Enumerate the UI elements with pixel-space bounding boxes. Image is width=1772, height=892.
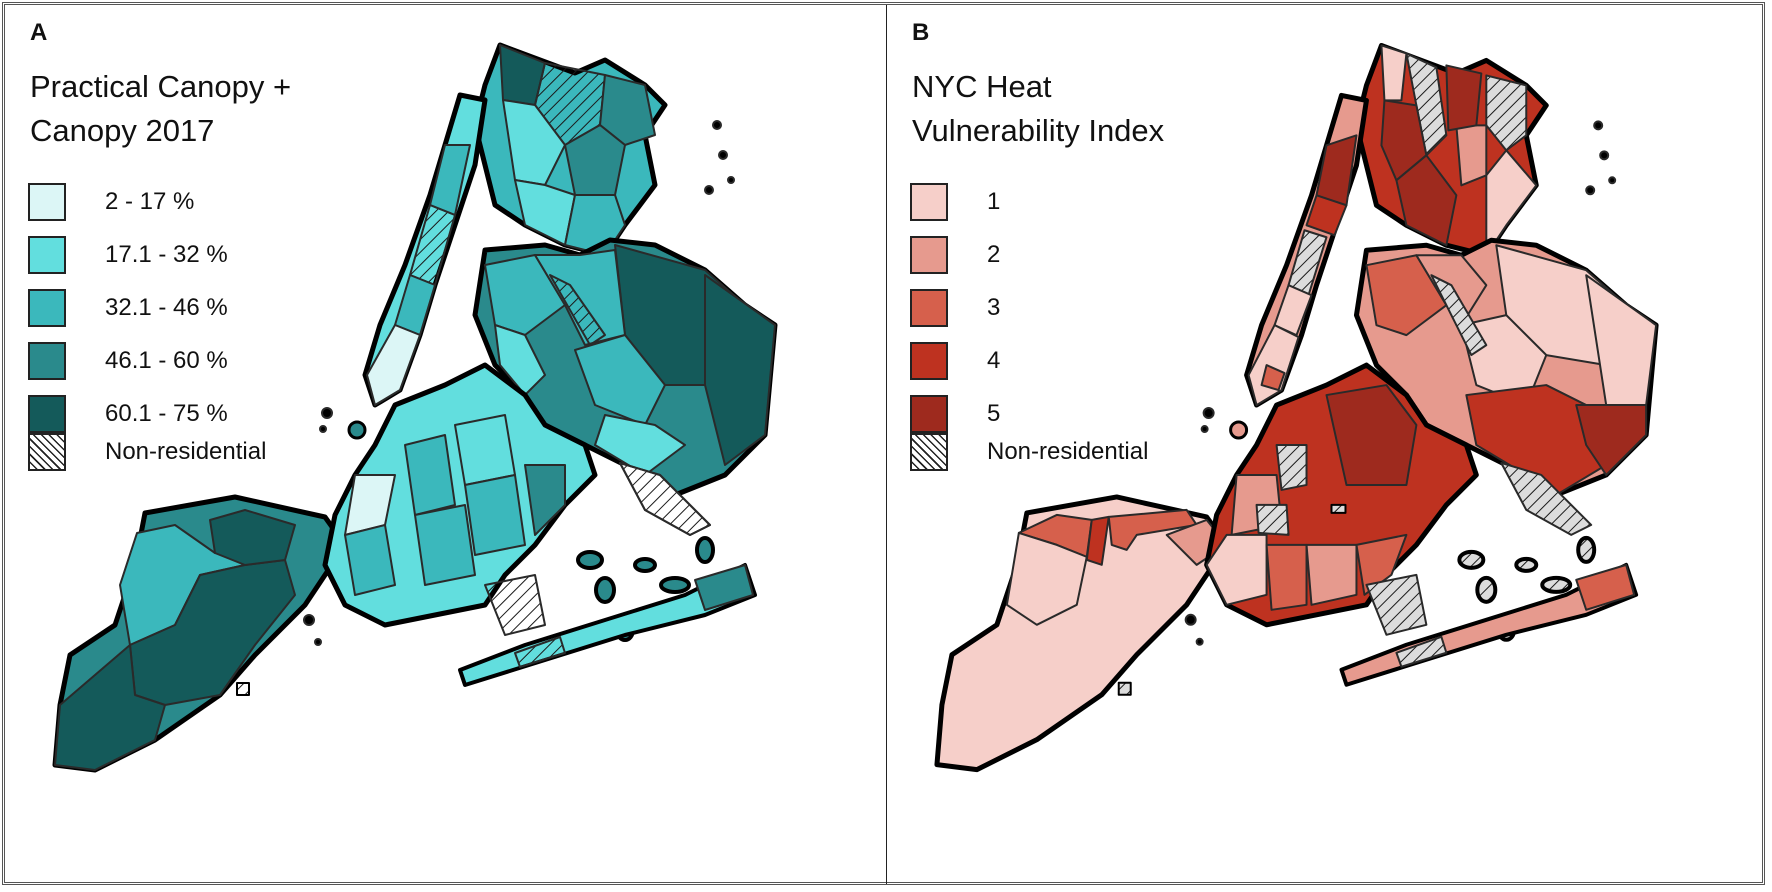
legend-swatch	[910, 289, 948, 327]
legend-label: 60.1 - 75 %	[105, 400, 228, 427]
borough-bronx	[472, 42, 668, 258]
legend-title: NYC Heat Vulnerability Index	[912, 65, 1252, 153]
legend-swatch	[910, 183, 948, 221]
borough-brooklyn	[322, 362, 598, 636]
legend-label: 2	[987, 241, 1001, 268]
panel-label: A	[30, 19, 48, 46]
borough-brooklyn	[1204, 362, 1479, 636]
legend: 1 2 3 4 5	[910, 183, 1000, 448]
legend-swatch	[28, 395, 66, 433]
panel-label: B	[912, 19, 930, 46]
choropleth-map-canopy	[52, 42, 778, 773]
legend-item: 3	[910, 289, 1000, 342]
legend-swatch	[910, 236, 948, 274]
legend-title-line2: Canopy 2017	[30, 113, 215, 148]
legend-label: 46.1 - 60 %	[105, 347, 228, 374]
legend-swatch	[28, 236, 66, 274]
choropleth-map-hvi	[934, 42, 1659, 773]
legend-item-nonresidential: Non-residential	[910, 433, 1148, 471]
hatch-swatch-icon	[28, 433, 66, 471]
borough-queens	[472, 237, 778, 536]
legend-label: 17.1 - 32 %	[105, 241, 228, 268]
legend-swatch	[28, 289, 66, 327]
legend-item-nonresidential: Non-residential	[28, 433, 266, 471]
borough-manhattan	[362, 92, 488, 408]
legend-item: 4	[910, 342, 1000, 395]
legend: 2 - 17 % 17.1 - 32 % 32.1 - 46 % 46.1 - …	[28, 183, 228, 448]
borough-manhattan	[1244, 92, 1369, 408]
legend-label: 2 - 17 %	[105, 188, 195, 215]
legend-swatch	[910, 342, 948, 380]
legend-title-line1: NYC Heat	[912, 69, 1052, 104]
legend-item: 46.1 - 60 %	[28, 342, 228, 395]
legend-title-line2: Vulnerability Index	[912, 113, 1165, 148]
legend-item: 5	[910, 395, 1000, 448]
legend-item: 17.1 - 32 %	[28, 236, 228, 289]
borough-staten-island	[52, 494, 348, 773]
legend-swatch	[28, 342, 66, 380]
legend-label: Non-residential	[105, 438, 267, 465]
legend-item: 2	[910, 236, 1000, 289]
legend-item: 60.1 - 75 %	[28, 395, 228, 448]
legend-item: 1	[910, 183, 1000, 236]
legend-item: 2 - 17 %	[28, 183, 228, 236]
legend-title-line1: Practical Canopy +	[30, 69, 292, 104]
panel-b-heat-vulnerability-map: B NYC Heat Vulnerability Index 1 2 3 4 5…	[886, 5, 1765, 884]
legend-title: Practical Canopy + Canopy 2017	[30, 65, 370, 153]
borough-queens	[1353, 237, 1659, 536]
borough-bronx	[1353, 42, 1549, 258]
legend-label: 32.1 - 46 %	[105, 294, 228, 321]
legend-label: 4	[987, 347, 1001, 374]
legend-label: 5	[987, 400, 1001, 427]
borough-staten-island	[934, 494, 1230, 773]
legend-item: 32.1 - 46 %	[28, 289, 228, 342]
panel-a-canopy-map: A Practical Canopy + Canopy 2017 2 - 17 …	[5, 5, 884, 884]
legend-label: 3	[987, 294, 1001, 321]
legend-label: 1	[987, 188, 1001, 215]
legend-label: Non-residential	[987, 438, 1149, 465]
legend-swatch	[910, 395, 948, 433]
hatch-swatch-icon	[910, 433, 948, 471]
legend-swatch	[28, 183, 66, 221]
